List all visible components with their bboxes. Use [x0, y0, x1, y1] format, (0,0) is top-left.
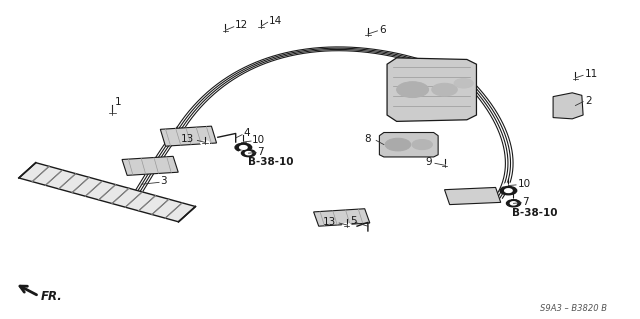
Text: 2: 2: [586, 96, 592, 106]
Text: 4: 4: [243, 129, 250, 138]
Text: 8: 8: [364, 135, 371, 145]
Circle shape: [342, 223, 351, 228]
Text: B-38-10: B-38-10: [511, 208, 557, 218]
Text: 6: 6: [379, 25, 385, 35]
Circle shape: [239, 140, 248, 145]
Circle shape: [241, 150, 255, 157]
Circle shape: [239, 151, 248, 156]
Text: 14: 14: [269, 16, 282, 26]
Circle shape: [385, 138, 411, 151]
Circle shape: [570, 76, 580, 81]
Text: FR.: FR.: [40, 290, 62, 303]
Text: 12: 12: [235, 20, 248, 31]
Polygon shape: [380, 132, 438, 157]
Circle shape: [454, 78, 473, 88]
Text: 10: 10: [517, 179, 531, 189]
Circle shape: [510, 202, 516, 205]
Circle shape: [107, 111, 118, 116]
Circle shape: [504, 183, 513, 188]
Polygon shape: [553, 93, 583, 119]
Circle shape: [221, 28, 230, 33]
Circle shape: [440, 163, 449, 168]
Text: 3: 3: [161, 176, 167, 186]
Text: 13: 13: [323, 217, 336, 227]
Circle shape: [506, 200, 520, 207]
Text: 9: 9: [425, 157, 432, 167]
Text: 1: 1: [115, 97, 121, 107]
Circle shape: [363, 33, 373, 37]
Circle shape: [432, 83, 458, 96]
Polygon shape: [314, 209, 370, 226]
Circle shape: [200, 141, 209, 145]
Polygon shape: [122, 156, 178, 175]
Circle shape: [257, 24, 266, 29]
Circle shape: [412, 139, 433, 150]
Polygon shape: [161, 126, 216, 146]
Text: S9A3 – B3820 B: S9A3 – B3820 B: [540, 304, 607, 313]
Circle shape: [235, 143, 252, 152]
Polygon shape: [445, 188, 500, 204]
Circle shape: [397, 82, 429, 98]
Circle shape: [239, 145, 247, 149]
Text: 7: 7: [522, 197, 529, 207]
Text: 11: 11: [584, 69, 598, 79]
Polygon shape: [19, 163, 195, 222]
Text: 10: 10: [252, 135, 266, 145]
Text: 7: 7: [257, 146, 264, 157]
Text: B-38-10: B-38-10: [248, 157, 294, 167]
Text: 5: 5: [351, 216, 357, 226]
Circle shape: [509, 197, 518, 202]
Circle shape: [500, 187, 516, 195]
Text: 13: 13: [181, 135, 194, 145]
Circle shape: [505, 189, 512, 192]
Polygon shape: [387, 58, 476, 122]
Circle shape: [245, 152, 252, 155]
